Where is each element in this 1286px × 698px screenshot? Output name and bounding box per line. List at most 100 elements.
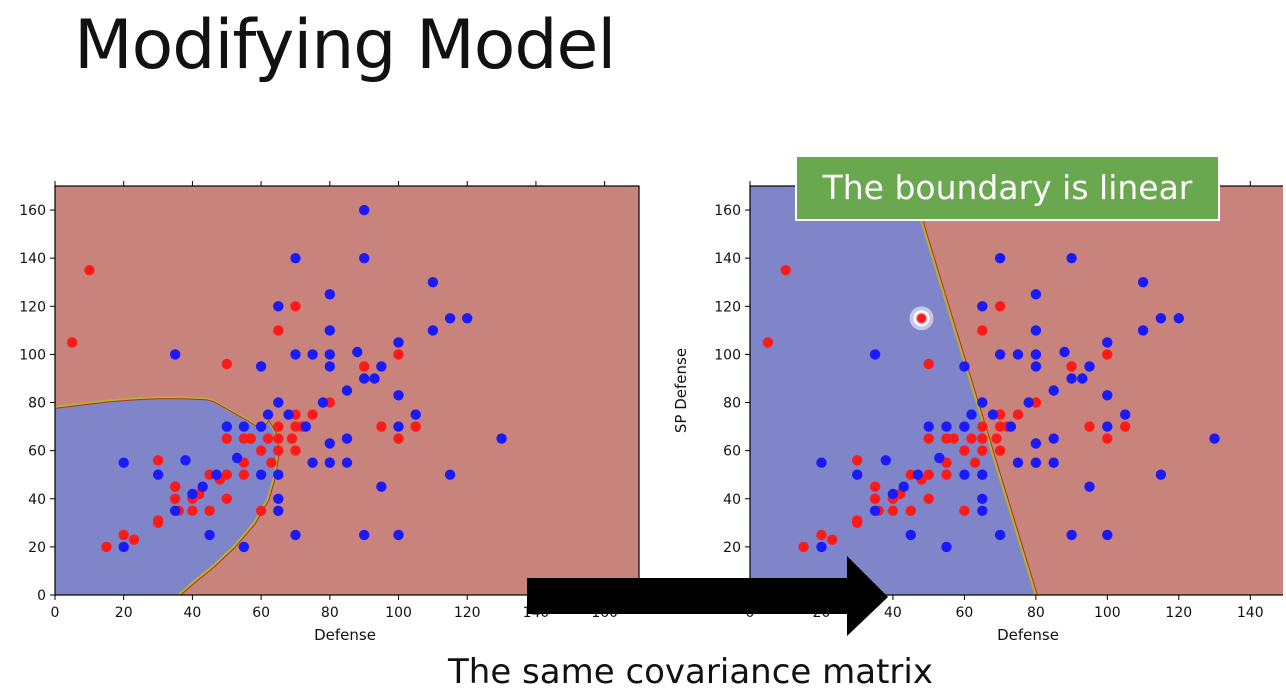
data-point-blue <box>369 373 380 384</box>
data-point-red <box>1030 397 1042 408</box>
data-point-blue <box>393 529 404 541</box>
data-point-blue <box>1084 361 1095 372</box>
data-point-blue <box>869 349 881 360</box>
data-point-blue <box>307 349 318 360</box>
data-point-blue <box>273 493 284 504</box>
data-point-blue <box>307 457 318 468</box>
data-point-blue <box>255 469 267 480</box>
data-point-blue <box>341 457 353 468</box>
data-point-blue <box>816 541 827 553</box>
plot-area <box>55 186 639 595</box>
x-tick-label: 20 <box>115 605 133 621</box>
data-point-red <box>238 469 250 480</box>
data-point-red <box>170 481 181 492</box>
data-point-red <box>977 433 988 444</box>
data-point-blue <box>118 457 129 468</box>
slide-caption: The same covariance matrix <box>448 652 933 692</box>
data-point-blue <box>393 390 404 401</box>
data-point-blue <box>1137 277 1149 288</box>
data-point-blue <box>255 421 267 432</box>
data-point-red <box>941 469 952 480</box>
data-point-red <box>798 541 809 553</box>
data-point-red <box>128 534 140 545</box>
y-tick-label: 120 <box>19 299 46 315</box>
data-point-red <box>101 541 112 553</box>
decision-boundary <box>909 186 1038 595</box>
data-point-blue <box>977 469 988 480</box>
data-point-red <box>1120 421 1131 432</box>
data-point-blue <box>300 421 311 432</box>
y-tick-label: 20 <box>28 540 46 556</box>
data-point-blue <box>1102 529 1113 541</box>
data-point-blue <box>290 529 301 541</box>
data-point-blue <box>1030 349 1042 360</box>
data-point-red <box>816 529 827 541</box>
y-tick-label: 0 <box>37 588 46 604</box>
data-point-red <box>266 457 277 468</box>
data-point-red <box>286 433 298 444</box>
data-point-blue <box>1012 457 1024 468</box>
data-point-red <box>152 455 164 466</box>
y-axis-label: SP Defense <box>672 348 690 433</box>
data-point-blue <box>816 457 827 468</box>
data-point-blue <box>352 346 363 358</box>
y-tick-label: 100 <box>714 347 741 363</box>
data-point-blue <box>393 337 404 348</box>
data-point-red <box>170 493 181 504</box>
data-point-red <box>84 265 95 276</box>
data-point-blue <box>324 325 335 336</box>
x-tick-label: 0 <box>51 605 60 621</box>
data-point-blue <box>880 455 891 466</box>
data-point-red <box>273 421 284 432</box>
data-point-red <box>762 337 774 348</box>
data-point-red <box>948 433 959 444</box>
data-point-blue <box>1155 469 1167 480</box>
data-point-blue <box>255 361 267 372</box>
data-point-red <box>1066 361 1077 372</box>
data-point-blue <box>238 541 250 553</box>
data-point-blue <box>1030 361 1042 372</box>
y-tick-label: 160 <box>714 203 741 219</box>
data-point-blue <box>1023 397 1034 408</box>
data-point-red <box>994 301 1006 312</box>
x-tick-label: 120 <box>454 605 481 621</box>
y-tick-label: 80 <box>723 396 741 412</box>
data-point-red <box>869 481 881 492</box>
data-point-blue <box>341 433 353 444</box>
y-tick-label: 20 <box>723 540 741 556</box>
data-point-blue <box>852 469 863 480</box>
highlight-ring <box>913 310 930 327</box>
data-point-blue <box>959 421 970 432</box>
y-tick-label: 100 <box>19 347 46 363</box>
data-point-blue <box>427 325 439 336</box>
data-point-blue <box>204 529 215 541</box>
y-tick-label: 80 <box>28 396 46 412</box>
data-point-red <box>905 505 916 516</box>
data-point-blue <box>221 421 232 432</box>
data-point-blue <box>410 409 421 420</box>
data-point-blue <box>262 409 274 420</box>
data-point-blue <box>1048 433 1059 444</box>
data-point-red <box>977 445 988 456</box>
data-point-red <box>118 529 129 541</box>
data-point-blue <box>959 361 970 372</box>
data-point-blue <box>317 397 329 408</box>
data-point-blue <box>869 505 881 516</box>
data-point-red <box>941 433 952 444</box>
data-point-red <box>923 469 934 480</box>
data-point-blue <box>941 421 952 432</box>
data-point-red <box>187 505 198 516</box>
data-point-red <box>273 325 284 336</box>
data-point-red <box>290 445 301 456</box>
y-tick-label: 60 <box>723 444 741 460</box>
data-point-blue <box>324 457 335 468</box>
data-point-red <box>221 493 232 504</box>
data-point-red <box>852 515 863 526</box>
blue-region <box>750 186 1036 595</box>
data-point-red <box>887 505 899 516</box>
data-point-red <box>245 433 256 444</box>
data-point-blue <box>283 409 294 420</box>
data-point-red <box>221 358 232 370</box>
